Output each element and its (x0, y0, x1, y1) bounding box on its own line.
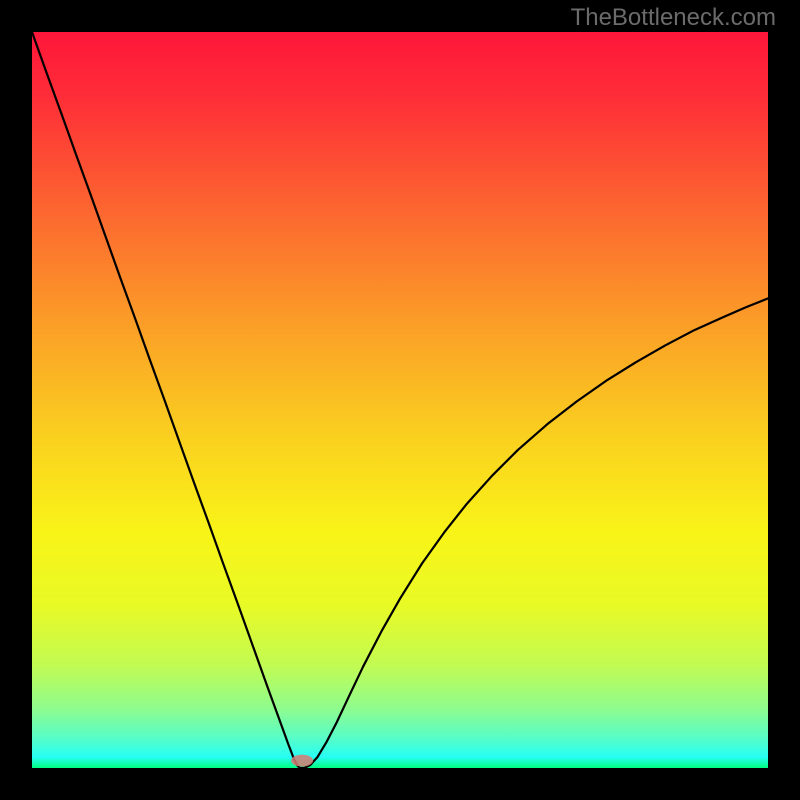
minimum-marker (291, 755, 313, 767)
plot-area (32, 32, 768, 768)
watermark-text: TheBottleneck.com (571, 4, 776, 32)
plot-svg (32, 32, 768, 768)
gradient-background (32, 32, 768, 768)
chart-frame: TheBottleneck.com (0, 0, 800, 800)
